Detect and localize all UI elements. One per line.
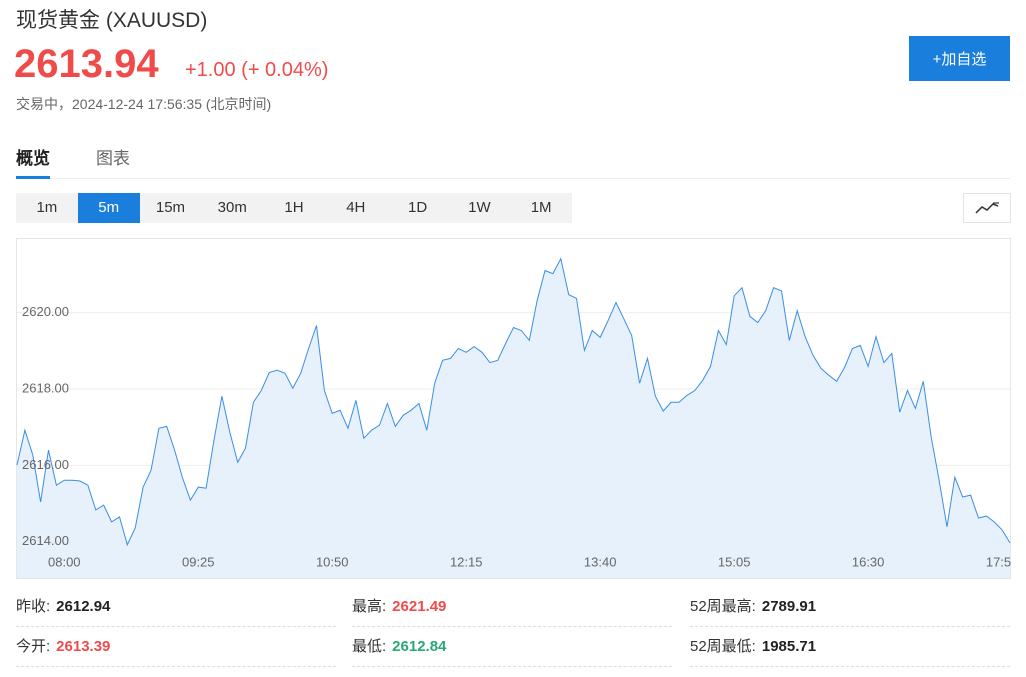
- trade-status: 交易中，2024-12-24 17:56:35 (北京时间): [16, 96, 272, 112]
- timeframe-button[interactable]: 1D: [407, 199, 428, 216]
- tab-bar: 概览 图表: [16, 138, 1010, 179]
- y-tick-label: 2616.00: [22, 457, 69, 472]
- timeframe-button[interactable]: 15m: [155, 199, 186, 216]
- stat-item: 最高: 2621.49: [352, 588, 672, 627]
- stat-value: 2621.49: [392, 598, 447, 615]
- x-tick-label: 12:15: [450, 554, 483, 569]
- timeframe-button[interactable]: 30m: [217, 199, 247, 216]
- stat-item: 今开: 2613.39: [16, 628, 336, 667]
- x-tick-label: 16:30: [852, 554, 885, 569]
- x-tick-label: 15:05: [718, 554, 751, 569]
- stat-item: 最低: 2612.84: [352, 628, 672, 667]
- timeframe-button[interactable]: 1M: [530, 199, 552, 216]
- timeframe-button[interactable]: 5m: [77, 193, 140, 223]
- title: 现货黄金 (XAUUSD): [16, 9, 208, 32]
- price-line: [16, 257, 1011, 547]
- add-watchlist-button[interactable]: +加自选: [909, 36, 1010, 81]
- stat-label: 最高:: [352, 598, 387, 615]
- area: [17, 258, 1010, 578]
- y-tick-label: 2620.00: [22, 304, 69, 319]
- stat-label: 52周最高:: [690, 598, 756, 615]
- stat-label: 最低:: [352, 638, 387, 655]
- chart: 2614.00 2616.00 2618.00 2620.00 08:00 09:25 10…: [16, 238, 1011, 579]
- timeframe-button[interactable]: 1W: [468, 199, 491, 216]
- timeframe-button[interactable]: 1H: [284, 199, 304, 216]
- stat-value: 2613.39: [56, 638, 111, 655]
- tab[interactable]: 图表: [96, 149, 130, 168]
- stat-item: 昨收: 2612.94: [16, 588, 336, 627]
- timeframe-bar: 1m 5m 15m 30m 1H 4H 1D 1W 1M: [16, 193, 572, 223]
- x-tick-label: 13:40: [584, 554, 617, 569]
- timeframe-button[interactable]: 4H: [346, 199, 366, 216]
- y-tick-label: 2618.00: [22, 380, 69, 395]
- timeframe-button[interactable]: 1m: [36, 199, 58, 216]
- stat-label: 今开:: [16, 638, 51, 655]
- x-tick-label: 10:50: [316, 554, 349, 569]
- chart-type-toggle[interactable]: [963, 193, 1011, 223]
- y-tick-label: 2614.00: [22, 533, 69, 548]
- stat-item: 52周最低: 1985.71: [690, 628, 1010, 667]
- stat-item: 52周最高: 2789.91: [690, 588, 1010, 627]
- price: 2613.94: [14, 42, 159, 86]
- tab[interactable]: 概览: [16, 144, 50, 179]
- stat-label: 52周最低:: [690, 638, 756, 655]
- x-tick-label: 08:00: [48, 554, 81, 569]
- x-tick-label: 09:25: [182, 554, 215, 569]
- x-tick-label: 17:55: [986, 554, 1011, 569]
- stat-value: 1985.71: [761, 638, 817, 655]
- line-icon: [975, 202, 999, 214]
- stat-value: 2789.91: [761, 598, 817, 615]
- stat-value: 2612.94: [56, 598, 111, 615]
- stat-value: 2612.84: [392, 638, 447, 655]
- price-change: +1.00 (+ 0.04%): [185, 59, 329, 81]
- stat-label: 昨收:: [16, 598, 51, 615]
